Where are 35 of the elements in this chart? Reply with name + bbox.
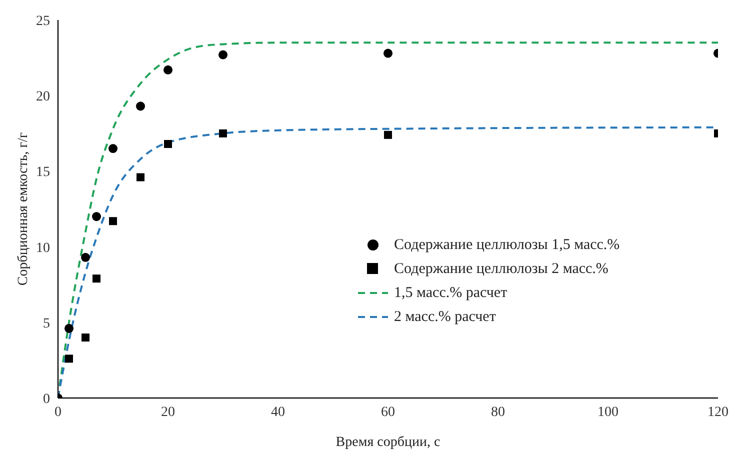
y-tick-label: 15 [36,165,50,180]
point [82,334,90,342]
point [218,50,228,60]
point [92,212,102,222]
x-tick-label: 20 [161,404,175,420]
x-tick-label: 40 [271,404,285,420]
point [164,140,172,148]
y-tick-label: 20 [36,90,50,105]
x-tick-label: 80 [491,404,505,420]
point [219,129,227,138]
x-axis-title: Время сорбции, с [336,434,440,450]
x-tick-label: 100 [598,404,618,420]
point [136,102,146,111]
y-tick-label: 5 [43,316,50,332]
x-tick-label: 120 [708,404,728,420]
point [136,173,144,182]
y-axis-title: Сорбционная емкость, г/г [16,132,31,286]
point [92,274,100,283]
x-tick-label: 0 [54,404,62,420]
point [163,65,173,74]
point [109,217,117,226]
y-tick-label: 10 [36,240,50,256]
point [108,144,118,154]
legend-label: 1,5 масс.% расчет [394,284,508,303]
point [383,48,393,58]
point [80,252,90,262]
legend-label: Содержание целлюлозы 1,5 масс.% [394,236,620,255]
point [384,130,392,139]
point [65,354,73,363]
legend-label: 2 масс.% расчет [394,308,496,327]
point [64,324,74,333]
y-tick-label: 25 [36,14,50,29]
x-tick-label: 60 [381,404,395,420]
y-tick-label: 0 [43,392,50,407]
legend-label: Содержание целлюлозы 2 масс.% [394,260,608,279]
